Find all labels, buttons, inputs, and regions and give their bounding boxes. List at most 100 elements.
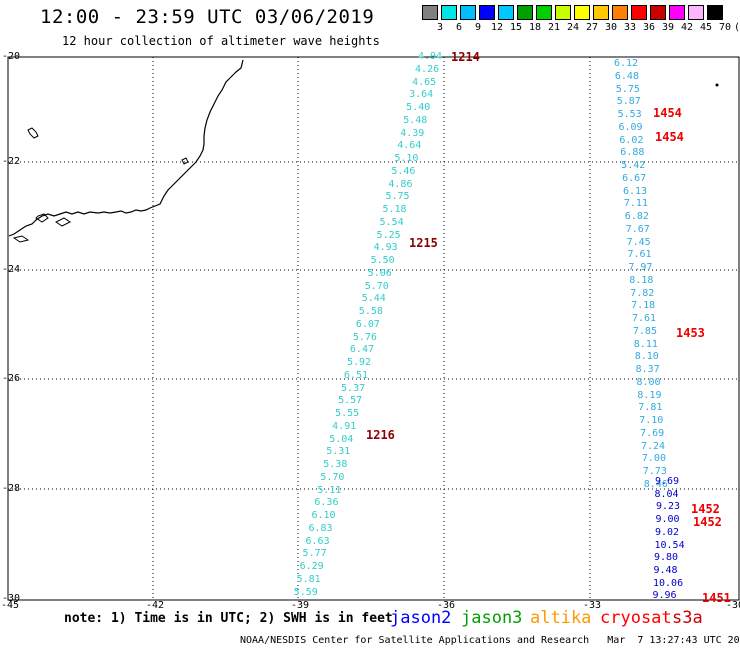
- wave-height-value: 7.97: [628, 262, 653, 273]
- color-scale-label: 9: [474, 22, 482, 33]
- wave-height-value: 7.10: [639, 415, 664, 426]
- wave-height-value: 9.69: [655, 476, 680, 487]
- color-swatch: [422, 5, 438, 20]
- coastline: [8, 59, 244, 237]
- island-outline: [27, 127, 39, 139]
- wave-height-value: 5.48: [403, 114, 428, 126]
- wave-height-value: 6.67: [622, 172, 647, 184]
- wave-height-value: 5.31: [326, 446, 351, 458]
- pass-time-label: 1451: [702, 591, 731, 605]
- wave-height-value: 8.19: [637, 389, 662, 401]
- longitude-label: -36: [437, 600, 456, 611]
- wave-height-value: 5.57: [338, 395, 363, 407]
- wave-height-value: 7.24: [641, 440, 666, 452]
- wave-height-value: 5.58: [358, 306, 383, 317]
- latitude-label: -28: [2, 483, 21, 494]
- pass-time-label: 1454: [653, 106, 682, 120]
- wave-height-value: 8.37: [635, 364, 660, 375]
- wave-height-value: 8.18: [629, 274, 654, 286]
- wave-height-value: 9.80: [654, 552, 679, 564]
- wave-height-value: 6.48: [614, 70, 639, 82]
- pass-time-label: 1452: [693, 515, 722, 529]
- wave-height-value: 5.38: [323, 459, 348, 470]
- wave-height-value: 7.82: [630, 287, 655, 299]
- wave-height-value: 9.00: [655, 514, 680, 526]
- wave-height-value: 5.92: [346, 357, 372, 368]
- wave-height-value: 5.55: [335, 408, 360, 419]
- wave-height-value: 9.02: [655, 526, 680, 538]
- color-scale-label: 36: [642, 22, 656, 33]
- wave-height-value: 5.04: [329, 433, 354, 445]
- color-swatch: [536, 5, 552, 20]
- wave-height-value: 8.10: [634, 351, 659, 363]
- color-scale-label: 12: [490, 22, 504, 33]
- wave-height-value: 5.42: [621, 160, 646, 171]
- wave-height-value: 4.86: [388, 178, 413, 190]
- wave-height-value: 5.10: [394, 153, 419, 164]
- wave-height-value: 4.65: [412, 76, 437, 88]
- color-scale-label: 24: [566, 22, 580, 33]
- wave-height-value: 6.47: [349, 344, 374, 356]
- color-swatch: [669, 5, 685, 20]
- map-title: 12:00 - 23:59 UTC 03/06/2019: [40, 6, 375, 28]
- wave-height-value: 6.36: [314, 497, 339, 509]
- wave-height-value: 7.00: [641, 453, 666, 465]
- wave-height-value: 7.73: [642, 466, 667, 477]
- color-swatch: [517, 5, 533, 20]
- color-scale-label: 6: [455, 22, 463, 33]
- wave-height-value: 8.11: [633, 338, 658, 350]
- wave-height-value: 7.45: [626, 236, 651, 248]
- pass-time-label: 1216: [366, 428, 395, 442]
- latitude-label: -22: [2, 156, 21, 167]
- longitude-label: -39: [291, 600, 310, 611]
- wave-height-value: 6.12: [614, 58, 639, 69]
- color-swatch: [574, 5, 590, 20]
- color-scale-label: 15: [509, 22, 523, 33]
- wave-height-value: 8.00: [636, 376, 661, 388]
- wave-height-value: 5.70: [364, 280, 389, 292]
- wave-height-value: 5.87: [616, 96, 641, 108]
- wave-height-value: 5.75: [385, 191, 410, 203]
- color-swatch: [460, 5, 476, 20]
- latitude-label: -24: [2, 264, 21, 275]
- longitude-label: -45: [1, 600, 20, 611]
- wave-height-value: 4.93: [373, 242, 398, 254]
- wave-height-value: 5.70: [320, 471, 345, 483]
- pass-time-label: 1215: [409, 236, 438, 250]
- latitude-label: -30: [2, 593, 21, 604]
- satellite-jason3: jason3: [461, 608, 523, 628]
- color-scale-label: 70: [718, 22, 732, 33]
- color-scale-label: 18: [528, 22, 542, 33]
- graticule: [8, 57, 739, 600]
- wave-height-value: 7.67: [625, 223, 650, 235]
- wave-height-value: 6.83: [308, 522, 333, 534]
- satellite-altika: altika: [530, 608, 592, 628]
- wave-height-value: 6.09: [618, 121, 643, 133]
- wave-height-value: 7.11: [623, 198, 648, 210]
- island-dot: [715, 83, 719, 87]
- latitude-label: -26: [2, 373, 21, 384]
- wave-height-value: 8.46: [643, 478, 668, 490]
- pass-time-label: 1214: [451, 50, 480, 64]
- wave-height-value: 5.25: [376, 229, 401, 241]
- wave-height-value: 4.64: [397, 140, 422, 152]
- longitude-label: -30: [726, 600, 740, 611]
- longitude-label: -33: [583, 600, 602, 611]
- wave-height-value: 9.96: [652, 590, 677, 602]
- wave-height-value: 5.81: [296, 573, 321, 585]
- wave-height-value: 4.26: [415, 63, 440, 75]
- legend-note: note: 1) Time is in UTC; 2) SWH is in fe…: [64, 611, 393, 626]
- pass-time-label: 1454: [655, 130, 684, 144]
- color-swatch: [593, 5, 609, 20]
- wave-height-value: 7.85: [632, 325, 657, 337]
- wave-height-value: 9.23: [656, 501, 681, 513]
- color-swatch: [688, 5, 704, 20]
- pass-time-label: 1453: [676, 326, 705, 340]
- wave-height-value: 5.40: [406, 102, 431, 113]
- satellite-jason2: jason2: [390, 608, 452, 628]
- wave-height-value: 7.69: [640, 427, 665, 439]
- color-swatch: [631, 5, 647, 20]
- color-swatch: [498, 5, 514, 20]
- color-scale-label: 39: [661, 22, 675, 33]
